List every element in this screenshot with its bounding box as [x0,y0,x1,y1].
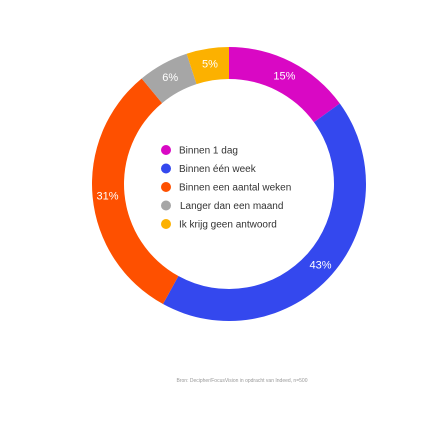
legend-marker-binnen-e-e-n-week [161,163,171,174]
slice-binnen-1-dag [229,47,340,123]
donut-slices [92,47,366,321]
slice-binnen-een-aantal-weken [92,78,179,305]
slice-langer-dan-een-maand [141,53,197,104]
legend-label-binnen-e-e-n-week: Binnen één week [179,164,257,175]
value-label-binnen-een-aantal-weken: 31% [97,190,119,202]
value-label-binnen-e-e-n-week: 43% [309,260,331,272]
legend: Binnen 1 dag Binnen één week Binnen een aa… [161,145,291,231]
legend-label-binnen-1-dag: Binnen 1 dag [179,146,238,157]
legend-marker-binnen-1-dag [161,145,171,155]
slice-ik-krijg-geen-antwoord [186,47,229,85]
legend-marker-binnen-een-aantal-weken [161,182,171,192]
slice-binnen-e-e-n-week [162,103,366,321]
value-label-binnen-1-dag: 15% [273,70,295,82]
legend-marker-ik-krijg-geen-antwoord [161,219,171,229]
legend-label-binnen-een-aantal-weken: Binnen een aantal weken [179,183,291,194]
legend-label-ik-krijg-geen-antwoord: Ik krijg geen antwoord [179,220,277,231]
source-note: Bron: Decipher/FocusVision in opdracht v… [177,378,308,384]
legend-marker-langer-dan-een-maand [161,200,171,211]
value-labels: 15% 43% 31% 6% 5% [97,59,332,272]
value-label-langer-dan-een-maand: 6% [162,72,178,84]
value-label-ik-krijg-geen-antwoord: 5% [202,59,218,71]
legend-label-langer-dan-een-maand: Langer dan een maand [180,201,283,212]
